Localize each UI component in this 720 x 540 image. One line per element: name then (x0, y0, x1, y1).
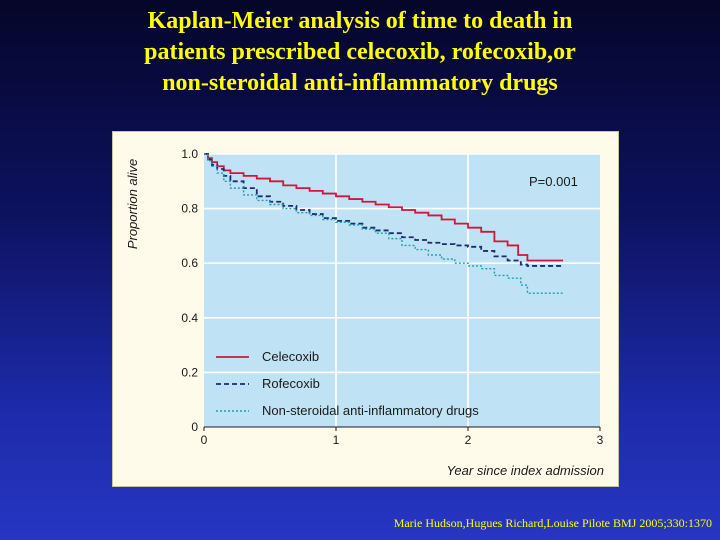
x-tick-label: 3 (597, 433, 604, 447)
y-axis-label: Proportion alive (125, 159, 140, 249)
y-tick-label: 1.0 (181, 147, 198, 161)
y-tick-label: 0.6 (181, 256, 198, 270)
legend-label-rofecoxib: Rofecoxib (262, 376, 320, 391)
y-tick-label: 0.2 (181, 365, 198, 379)
p-value-annotation: P=0.001 (529, 174, 578, 189)
x-tick-label: 1 (333, 433, 340, 447)
citation: Marie Hudson,Hugues Richard,Louise Pilot… (393, 516, 712, 530)
legend-label-nsaids: Non-steroidal anti-inflammatory drugs (262, 403, 479, 418)
series-line-nsaids (204, 153, 564, 294)
legend: Celecoxib Rofecoxib Non-steroidal anti-inf… (216, 349, 479, 418)
km-chart: 0 0.2 0.4 0.6 0.8 1.0 0 1 2 3 Celecoxib Rofecoxib N… (125, 147, 604, 478)
series-line-celecoxib (204, 153, 564, 262)
y-tick-label: 0 (191, 420, 198, 434)
x-axis-label: Year since index admission (446, 463, 604, 478)
y-tick-label: 0.8 (181, 202, 198, 216)
title-line-3: non-steroidal anti-inflammatory drugs (162, 70, 558, 96)
series-lines (204, 153, 564, 294)
series-line-rofecoxib (204, 153, 564, 267)
slide-title: Kaplan-Meier analysis of time to death i… (0, 6, 720, 99)
title-line-1: Kaplan-Meier analysis of time to death i… (147, 8, 573, 34)
plot-area (204, 154, 600, 427)
legend-label-celecoxib: Celecoxib (262, 349, 319, 364)
title-line-2: patients prescribed celecoxib, rofecoxib… (144, 39, 576, 65)
y-tick-label: 0.4 (181, 311, 198, 325)
x-tick-label: 0 (201, 433, 208, 447)
chart-panel: 0 0.2 0.4 0.6 0.8 1.0 0 1 2 3 Celecoxib Rofecoxib N… (112, 131, 619, 487)
x-tick-label: 2 (465, 433, 472, 447)
axes: 0 0.2 0.4 0.6 0.8 1.0 0 1 2 3 (181, 147, 603, 447)
